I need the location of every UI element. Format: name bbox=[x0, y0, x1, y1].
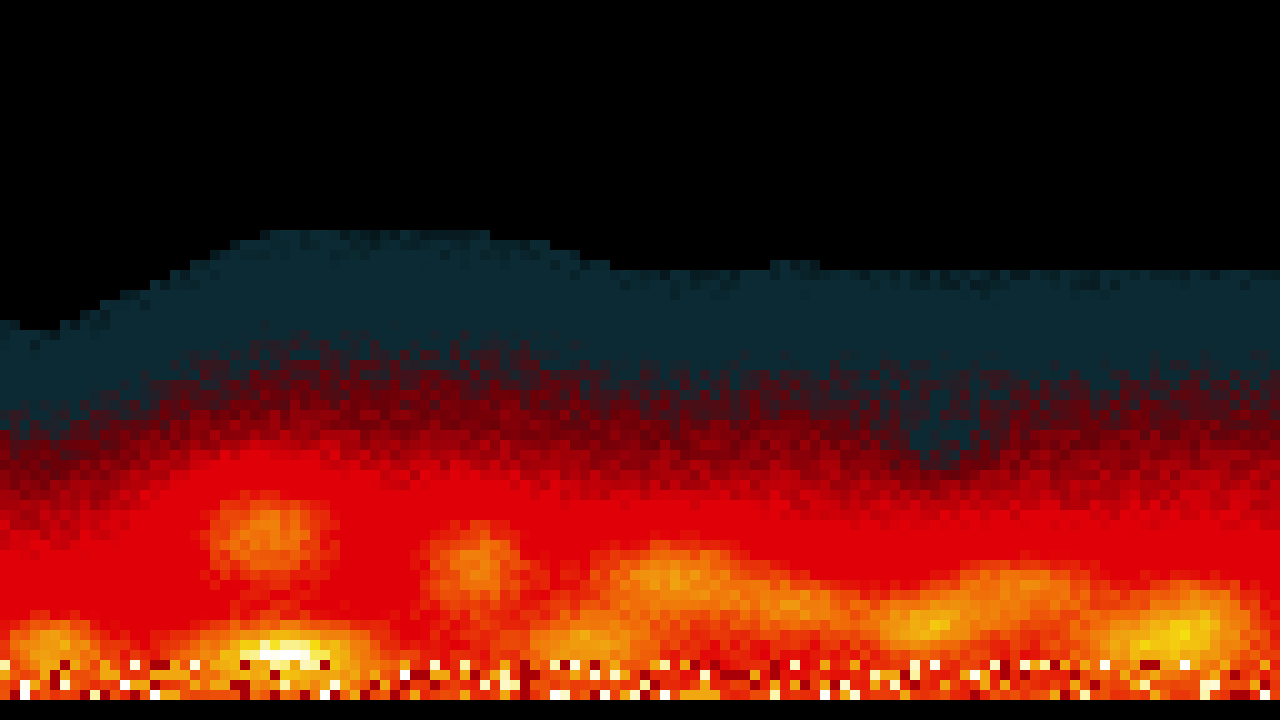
bottom-black-bar bbox=[0, 700, 1280, 720]
